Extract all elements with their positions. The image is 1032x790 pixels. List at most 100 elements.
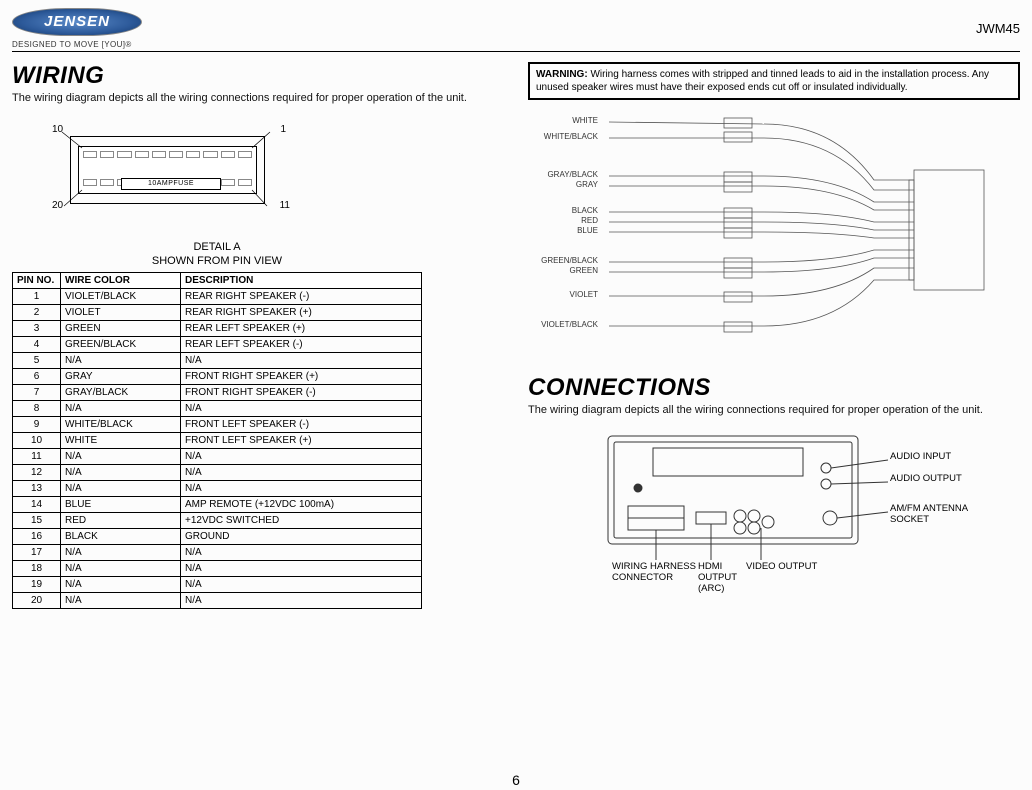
table-cell: FRONT LEFT SPEAKER (-) [181, 417, 422, 433]
wire-label: BLACK [528, 206, 598, 215]
wiring-harness-diagram: WHITE WHITE/BLACK GRAY/BLACK GRAY BLACK … [528, 110, 1020, 360]
table-cell: VIOLET/BLACK [61, 289, 181, 305]
table-cell: 19 [13, 577, 61, 593]
table-cell: 16 [13, 529, 61, 545]
table-cell: GREEN [61, 321, 181, 337]
table-cell: N/A [61, 353, 181, 369]
table-cell: N/A [181, 577, 422, 593]
table-cell: N/A [61, 465, 181, 481]
page-header: JENSEN DESIGNED TO MOVE [YOU]® JWM45 [12, 8, 1020, 52]
table-cell: N/A [181, 449, 422, 465]
table-row: 3GREENREAR LEFT SPEAKER (+) [13, 321, 422, 337]
detail-line-2: SHOWN FROM PIN VIEW [152, 255, 282, 267]
table-cell: RED [61, 513, 181, 529]
wire-label: WHITE/BLACK [528, 132, 598, 141]
table-row: 12N/AN/A [13, 465, 422, 481]
table-cell: GREEN/BLACK [61, 337, 181, 353]
table-cell: 4 [13, 337, 61, 353]
table-cell: 17 [13, 545, 61, 561]
wire-label: RED [528, 216, 598, 225]
connections-title: CONNECTIONS [528, 374, 1020, 402]
table-row: 4GREEN/BLACKREAR LEFT SPEAKER (-) [13, 337, 422, 353]
right-column: WARNING: Wiring harness comes with strip… [528, 62, 1020, 609]
label-audio-input: AUDIO INPUT [890, 452, 951, 463]
table-cell: N/A [61, 577, 181, 593]
table-cell: GROUND [181, 529, 422, 545]
table-cell: 9 [13, 417, 61, 433]
rear-panel-diagram: AUDIO INPUT AUDIO OUTPUT AM/FM ANTENNASO… [568, 428, 988, 598]
table-cell: BLUE [61, 497, 181, 513]
table-row: 9WHITE/BLACKFRONT LEFT SPEAKER (-) [13, 417, 422, 433]
table-row: 18N/AN/A [13, 561, 422, 577]
table-cell: N/A [61, 449, 181, 465]
pin-label-1: 1 [280, 124, 286, 135]
pin-label-11: 11 [280, 200, 290, 211]
table-cell: 18 [13, 561, 61, 577]
table-row: 19N/AN/A [13, 577, 422, 593]
table-cell: 13 [13, 481, 61, 497]
table-cell: 5 [13, 353, 61, 369]
label-antenna: AM/FM ANTENNASOCKET [890, 504, 968, 526]
table-row: 20N/AN/A [13, 593, 422, 609]
table-header: PIN NO. [13, 273, 61, 289]
table-cell: REAR RIGHT SPEAKER (-) [181, 289, 422, 305]
table-cell: N/A [181, 465, 422, 481]
table-cell: N/A [61, 481, 181, 497]
wire-label: VIOLET/BLACK [528, 320, 598, 329]
table-row: 16BLACKGROUND [13, 529, 422, 545]
table-cell: 2 [13, 305, 61, 321]
table-cell: FRONT RIGHT SPEAKER (-) [181, 385, 422, 401]
table-cell: 3 [13, 321, 61, 337]
table-row: 1VIOLET/BLACKREAR RIGHT SPEAKER (-) [13, 289, 422, 305]
table-cell: 20 [13, 593, 61, 609]
table-cell: GRAY [61, 369, 181, 385]
pin-table: PIN NO.WIRE COLORDESCRIPTION 1VIOLET/BLA… [12, 272, 422, 609]
pin-label-10: 10 [52, 124, 63, 135]
wire-label: GREEN [528, 266, 598, 275]
model-number: JWM45 [976, 21, 1020, 36]
wire-label: GRAY [528, 180, 598, 189]
table-row: 7GRAY/BLACKFRONT RIGHT SPEAKER (-) [13, 385, 422, 401]
table-cell: N/A [181, 401, 422, 417]
table-cell: 10 [13, 433, 61, 449]
table-cell: BLACK [61, 529, 181, 545]
label-hdmi: HDMIOUTPUT(ARC) [698, 562, 737, 595]
table-cell: REAR RIGHT SPEAKER (+) [181, 305, 422, 321]
table-cell: +12VDC SWITCHED [181, 513, 422, 529]
table-row: 10WHITEFRONT LEFT SPEAKER (+) [13, 433, 422, 449]
table-row: 5N/AN/A [13, 353, 422, 369]
table-cell: REAR LEFT SPEAKER (+) [181, 321, 422, 337]
table-cell: GRAY/BLACK [61, 385, 181, 401]
logo-block: JENSEN DESIGNED TO MOVE [YOU]® [12, 8, 172, 49]
table-cell: FRONT LEFT SPEAKER (+) [181, 433, 422, 449]
table-cell: 11 [13, 449, 61, 465]
table-cell: 7 [13, 385, 61, 401]
table-header: DESCRIPTION [181, 273, 422, 289]
table-cell: N/A [181, 561, 422, 577]
warning-box: WARNING: Wiring harness comes with strip… [528, 62, 1020, 100]
table-cell: 1 [13, 289, 61, 305]
table-cell: 8 [13, 401, 61, 417]
table-header: WIRE COLOR [61, 273, 181, 289]
wiring-description: The wiring diagram depicts all the wirin… [12, 92, 504, 106]
brand-tagline: DESIGNED TO MOVE [YOU]® [12, 40, 172, 49]
table-cell: N/A [181, 481, 422, 497]
table-cell: N/A [61, 593, 181, 609]
wire-label: GREEN/BLACK [528, 256, 598, 265]
label-audio-output: AUDIO OUTPUT [890, 474, 962, 485]
table-cell: WHITE [61, 433, 181, 449]
table-cell: N/A [181, 353, 422, 369]
table-row: 15RED+12VDC SWITCHED [13, 513, 422, 529]
table-cell: 12 [13, 465, 61, 481]
table-cell: N/A [181, 593, 422, 609]
table-row: 17N/AN/A [13, 545, 422, 561]
warning-label: WARNING: [536, 69, 588, 80]
connector-diagram: 10AMPFUSE 10 1 20 11 [52, 128, 282, 228]
detail-caption: DETAIL A SHOWN FROM PIN VIEW [12, 240, 422, 269]
wiring-title: WIRING [12, 62, 504, 90]
table-cell: 15 [13, 513, 61, 529]
label-harness: WIRING HARNESSCONNECTOR [612, 562, 696, 584]
table-row: 8N/AN/A [13, 401, 422, 417]
left-column: WIRING The wiring diagram depicts all th… [12, 62, 504, 609]
brand-logo: JENSEN [12, 8, 142, 36]
